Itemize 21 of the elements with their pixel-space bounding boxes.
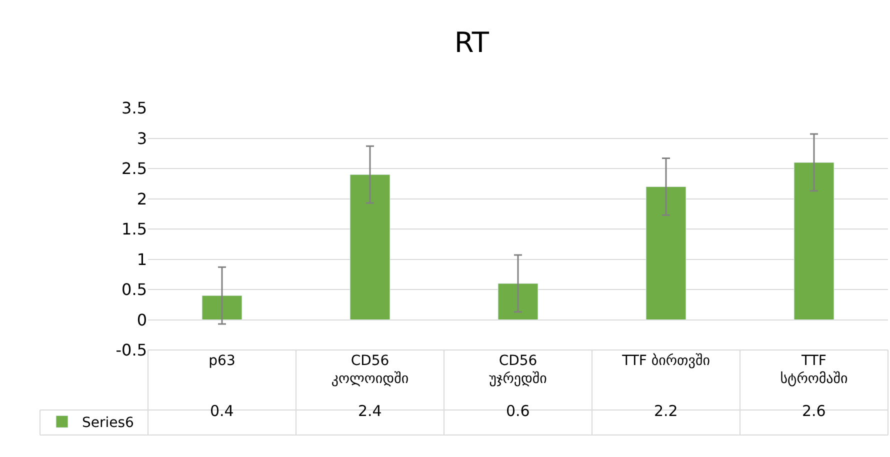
y-tick-label: 3.5: [122, 98, 147, 118]
data-label: 0.4: [210, 402, 234, 420]
y-tick-label: 0: [136, 310, 147, 330]
x-tick-label: TTF ბირთვში: [621, 353, 710, 369]
x-tick-label: CD56 კოლოიდში: [331, 353, 409, 388]
data-label: 0.6: [506, 402, 530, 420]
data-label: 2.2: [654, 402, 678, 420]
y-tick-label: 0.5: [122, 280, 147, 300]
x-tick-label: TTF სტრომაში: [780, 353, 848, 388]
y-tick-label: 1.5: [122, 220, 147, 239]
legend-label: Series6: [82, 415, 134, 432]
y-tick-label: 1: [136, 250, 147, 269]
y-tick-label: 2: [136, 189, 147, 208]
y-tick-label: 2.5: [122, 159, 147, 178]
data-label: 2.6: [802, 402, 826, 420]
chart-title: RT: [454, 26, 490, 59]
data-label: 2.4: [358, 402, 382, 420]
y-tick-label: 3: [136, 128, 147, 148]
x-tick-label: p63: [208, 353, 236, 369]
y-tick-label: -0.5: [116, 340, 147, 360]
x-tick-label: CD56 უჯრედში: [489, 353, 547, 388]
